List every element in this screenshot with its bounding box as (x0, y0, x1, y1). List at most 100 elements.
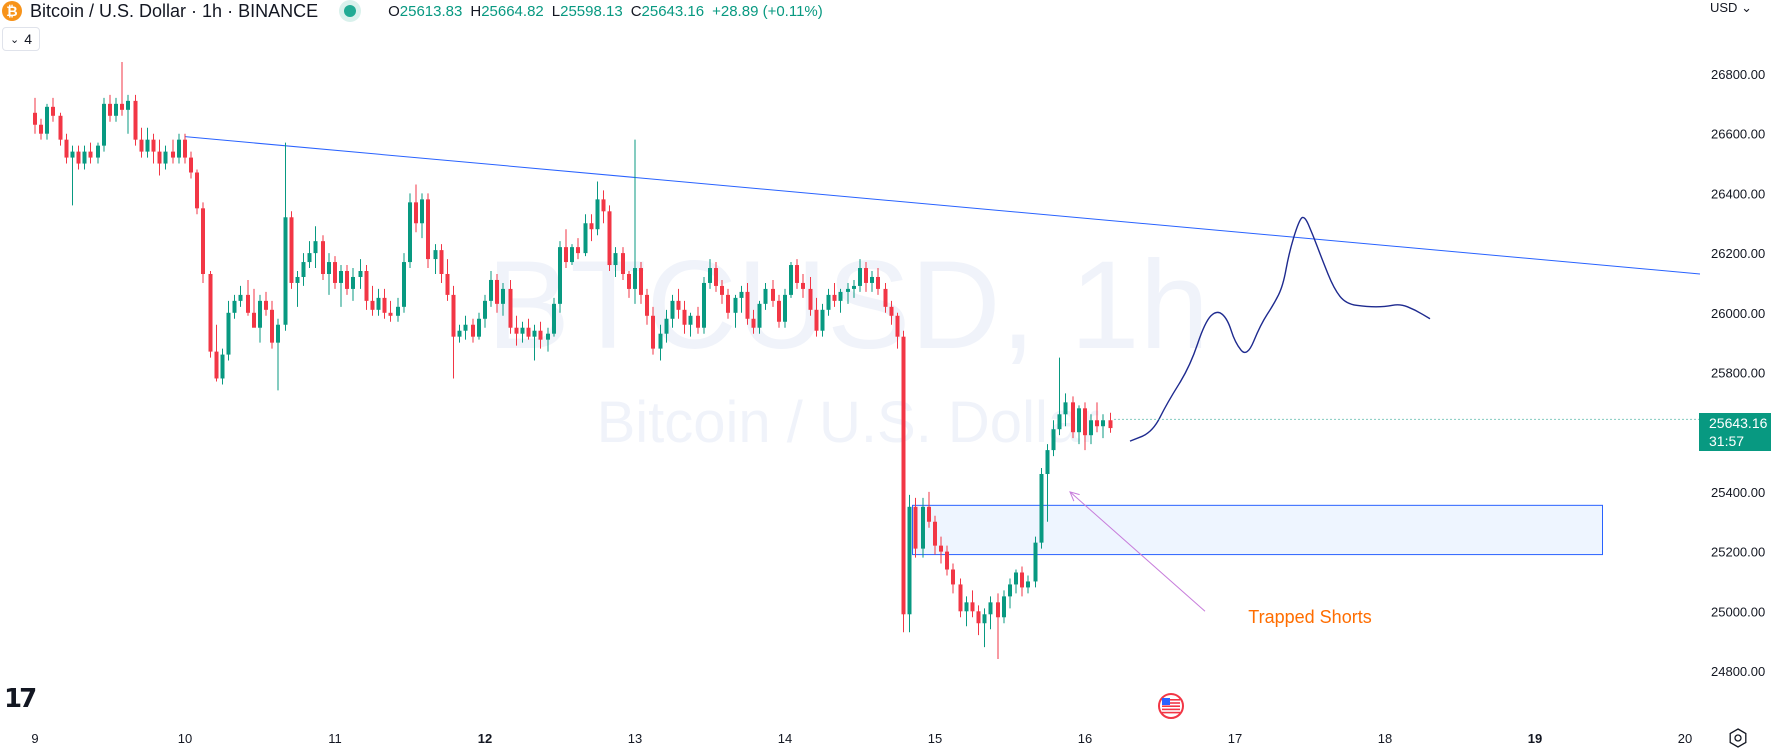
candle-body (183, 139, 187, 158)
candle-body (139, 139, 144, 152)
tradingview-logo[interactable]: 17 (4, 684, 37, 714)
ohlc-close: C25643.16 (630, 2, 705, 20)
y-tick-label: 26400.00 (1711, 186, 1765, 201)
chevron-down-icon: ⌄ (10, 32, 20, 46)
chevron-down-icon: ⌄ (1741, 0, 1752, 15)
candle-body (402, 262, 406, 307)
symbol-header: ₿ Bitcoin / U.S. Dollar · 1h · BINANCE O… (0, 0, 831, 22)
trapped-shorts-label: Trapped Shorts (1248, 607, 1371, 627)
candle-body (558, 247, 562, 304)
candle-body (1108, 420, 1113, 429)
candle-body (927, 506, 931, 522)
candle-body (313, 241, 318, 254)
candle-body (889, 306, 894, 316)
candle-body (451, 294, 456, 337)
currency-label: USD (1710, 0, 1738, 15)
us-flag-economic-event-icon[interactable] (1158, 693, 1184, 719)
candle-body (583, 223, 588, 254)
candle-body (351, 276, 355, 289)
candle-body (714, 268, 718, 286)
x-tick-label: 12 (478, 731, 492, 746)
x-tick-label: 13 (628, 731, 642, 746)
candle-body (1095, 420, 1099, 427)
candle-body (552, 303, 556, 334)
y-tick-label: 26200.00 (1711, 246, 1765, 261)
candle-body (639, 268, 643, 295)
candle-body (751, 318, 756, 328)
candle-body (120, 103, 124, 110)
candle-body (726, 294, 730, 313)
candle-body (595, 199, 600, 230)
candle-body (483, 300, 487, 319)
candle-body (564, 247, 568, 263)
candle-body (838, 291, 843, 301)
candle-body (696, 315, 700, 328)
candle-body (1008, 584, 1012, 597)
candle-body (739, 291, 744, 298)
candle-body (1083, 408, 1087, 436)
indicator-count: 4 (24, 31, 33, 47)
x-tick-label: 10 (178, 731, 192, 746)
candle-body (88, 151, 93, 158)
candle-body (964, 602, 969, 612)
candle-body (270, 309, 274, 343)
candle-body (970, 602, 975, 612)
candle-body (189, 157, 193, 173)
candle-body (589, 223, 594, 230)
candle-body (895, 315, 900, 337)
candle-body (1014, 572, 1018, 585)
market-status-icon[interactable] (344, 5, 357, 17)
candle-body (532, 330, 537, 337)
candle-body (508, 288, 513, 328)
y-tick-label: 26800.00 (1711, 67, 1765, 82)
candle-body (645, 294, 649, 316)
candle-body (246, 294, 250, 313)
ohlc-open: O25613.83 (388, 2, 463, 20)
candle-body (396, 306, 400, 316)
candle-body (376, 297, 381, 310)
y-tick-label: 25200.00 (1711, 545, 1765, 560)
candle-body (58, 115, 63, 140)
candle-body (852, 285, 856, 289)
candle-body (883, 288, 888, 307)
candle-body (621, 253, 625, 274)
candle-body (471, 324, 475, 337)
candle-body (1071, 402, 1075, 433)
last-price-value: 25643.16 (1709, 415, 1768, 431)
candle-body (96, 145, 100, 158)
candle-body (1051, 429, 1056, 451)
currency-button[interactable]: USD ⌄ (1710, 0, 1752, 16)
candle-body (1033, 542, 1038, 582)
bar-countdown: 31:57 (1709, 433, 1745, 449)
candle-body (51, 106, 55, 116)
symbol-title[interactable]: Bitcoin / U.S. Dollar · 1h · BINANCE (30, 0, 319, 21)
flag-stripe (1162, 705, 1180, 707)
candle-body (333, 262, 337, 283)
candle-body (445, 273, 450, 295)
candle-body (364, 271, 369, 301)
candle-body (457, 330, 462, 337)
candle-body (832, 294, 837, 301)
x-tick-label: 11 (328, 731, 342, 746)
y-tick-label: 25800.00 (1711, 366, 1765, 381)
candle-body (258, 300, 262, 328)
candle-body (808, 288, 813, 310)
candle-body (708, 268, 712, 283)
candle-body (771, 288, 775, 301)
gear-icon[interactable] (1728, 728, 1748, 748)
candle-body (1026, 581, 1030, 588)
candle-body (276, 324, 280, 343)
indicators-toggle-button[interactable]: ⌄ 4 (2, 27, 41, 51)
candle-body (214, 351, 219, 379)
candle-body (1002, 596, 1006, 618)
candle-body (546, 333, 550, 340)
candle-body (976, 611, 981, 624)
candle-body (232, 300, 237, 313)
candle-body (846, 288, 850, 292)
candle-body (289, 217, 294, 283)
candle-body (676, 300, 681, 310)
candle-body (163, 151, 168, 164)
candle-body (921, 506, 925, 549)
